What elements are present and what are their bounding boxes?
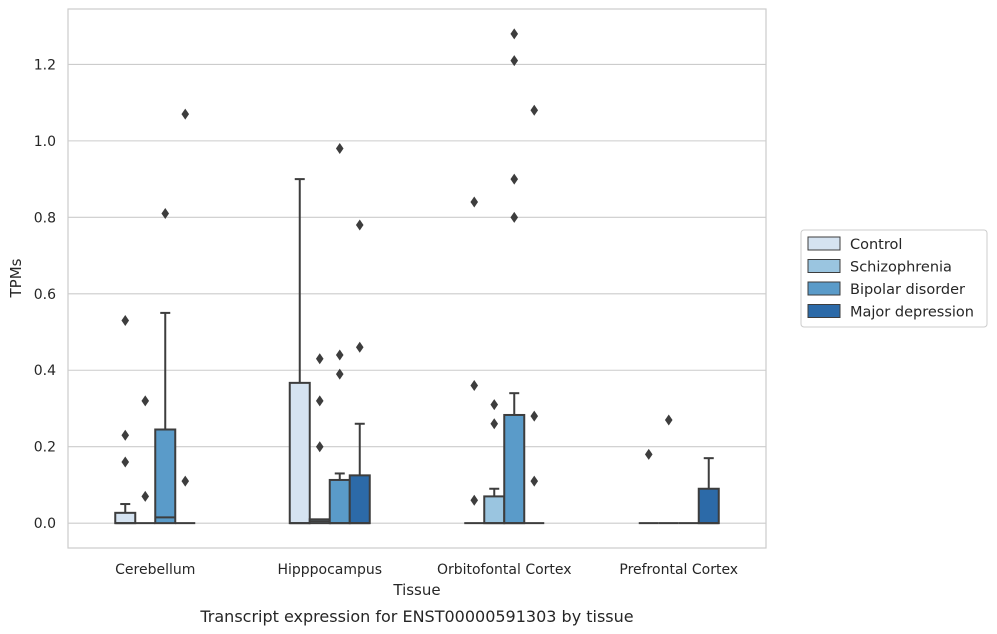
y-tick-label: 1.0: [34, 134, 56, 150]
outlier-point: [315, 353, 324, 365]
x-axis-title: Tissue: [392, 581, 440, 599]
outlier-point: [510, 211, 519, 223]
outlier-point: [121, 315, 130, 327]
outlier-point: [490, 399, 499, 411]
box-body: [483, 495, 506, 525]
y-axis-ticks: 0.0 0.2 0.4 0.6 0.8 1.0 1.2: [34, 57, 56, 532]
x-tick-label: Prefrontal Cortex: [619, 562, 738, 578]
outlier-point: [664, 414, 673, 426]
outlier-point: [470, 494, 479, 506]
legend-frame: [800, 229, 988, 328]
legend-swatch: [807, 281, 841, 296]
outlier-point: [510, 55, 519, 67]
y-tick-label: 0.8: [34, 210, 56, 226]
outlier-point: [181, 475, 190, 487]
outlier-points: [121, 28, 673, 506]
outlier-point: [510, 173, 519, 185]
legend-label: Bipolar disorder: [850, 282, 965, 298]
legend-swatch: [807, 304, 841, 318]
box-bipolar-disorder: [328, 472, 351, 525]
box-bipolar-disorder: [503, 392, 526, 525]
box-bipolar-disorder: [154, 311, 177, 525]
y-axis-title: TPMs: [7, 258, 25, 298]
legend-swatch: [807, 236, 841, 251]
outlier-point: [141, 490, 150, 502]
outlier-point: [181, 108, 190, 120]
y-tick-label: 1.2: [34, 57, 56, 73]
legend-label: Control: [850, 237, 902, 253]
box-control: [114, 503, 137, 525]
y-tick-label: 0.2: [34, 440, 56, 456]
x-tick-label: Hipppocampus: [277, 562, 382, 578]
legend-label: Schizophrenia: [850, 260, 952, 276]
y-tick-label: 0.6: [34, 287, 56, 303]
outlier-point: [315, 395, 324, 407]
legend-label: Major depression: [850, 305, 974, 321]
box-body: [154, 428, 177, 525]
outlier-point: [530, 104, 539, 116]
y-tick-label: 0.4: [34, 363, 56, 379]
outlier-point: [161, 208, 170, 220]
outlier-point: [530, 410, 539, 422]
outlier-point: [470, 380, 479, 392]
chart-caption: Transcript expression for ENST0000059130…: [199, 607, 633, 626]
outlier-point: [121, 429, 130, 441]
box-body: [503, 413, 526, 525]
outlier-point: [315, 441, 324, 453]
y-tick-label: 0.0: [34, 516, 56, 532]
legend: Control Schizophrenia Bipolar disorder Majo…: [800, 229, 988, 328]
gridlines: [68, 63, 766, 524]
box-major-depression: [697, 457, 720, 525]
outlier-point: [355, 341, 364, 353]
outlier-point: [335, 349, 344, 361]
box-body: [114, 511, 137, 525]
outlier-point: [121, 456, 130, 468]
outlier-point: [335, 143, 344, 155]
plot-frame: [67, 8, 767, 549]
outlier-point: [490, 418, 499, 430]
box-body: [328, 478, 351, 525]
outlier-point: [644, 448, 653, 460]
x-tick-label: Orbitofontal Cortex: [437, 562, 572, 578]
box-body: [288, 381, 311, 525]
outlier-point: [530, 475, 539, 487]
outlier-point: [470, 196, 479, 208]
box-major-depression: [348, 422, 371, 525]
box-series: [114, 178, 720, 525]
box-schizophrenia: [308, 518, 331, 525]
box-control: [288, 178, 311, 525]
outlier-point: [335, 368, 344, 380]
outlier-point: [141, 395, 150, 407]
outlier-point: [510, 28, 519, 40]
outlier-point: [355, 219, 364, 231]
box-schizophrenia: [483, 487, 506, 525]
legend-swatch: [807, 259, 841, 273]
x-axis-ticks: Cerebellum Hipppocampus Orbitofontal Corte…: [115, 562, 738, 578]
box-body: [697, 487, 720, 525]
box-body: [348, 474, 371, 525]
x-tick-label: Cerebellum: [115, 562, 195, 578]
